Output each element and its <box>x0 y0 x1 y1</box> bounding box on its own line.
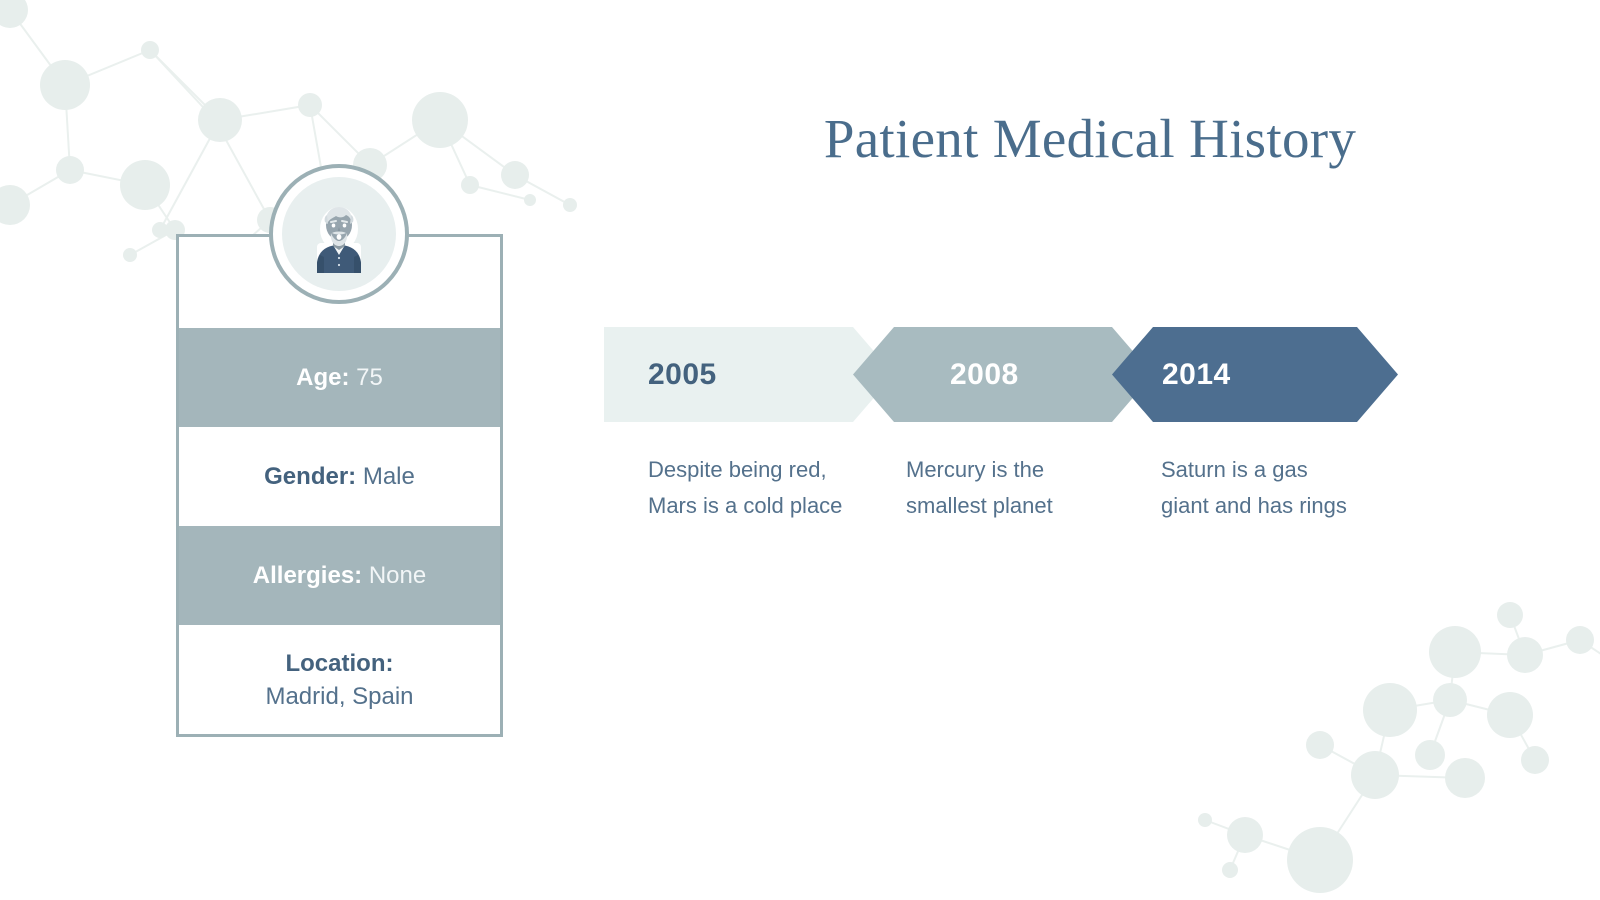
timeline-step-2008[interactable]: 2008 <box>853 327 1153 422</box>
card-row-allergies: Allergies: None <box>179 526 500 625</box>
timeline-description-2005: Despite being red, Mars is a cold place <box>648 457 843 518</box>
timeline-description-2008: Mercury is the smallest planet <box>906 457 1053 518</box>
timeline-description-2014: Saturn is a gas giant and has rings <box>1161 457 1347 518</box>
card-row-age: Age: 75 <box>179 328 500 427</box>
timeline-descriptions: Despite being red, Mars is a cold place … <box>604 452 1424 582</box>
timeline-year-label: 2008 <box>950 357 1019 391</box>
molecule-decoration-bottom-right <box>1198 602 1600 893</box>
page-title: Patient Medical History <box>823 108 1357 169</box>
location-label: Location: <box>285 649 394 677</box>
patient-avatar <box>269 164 409 304</box>
timeline-step-2005[interactable]: 2005 <box>604 327 894 422</box>
gender-value: Male <box>362 463 415 490</box>
patient-info-card: Age: 75 Gender: Male Allergies: None Loc… <box>176 234 503 737</box>
age-label: Age: <box>296 364 350 391</box>
location-value: Madrid, Spain <box>265 682 414 710</box>
card-row-gender: Gender: Male <box>179 427 500 526</box>
timeline-chevrons: 2005 2008 2014 <box>604 327 1398 422</box>
timeline-year-label: 2005 <box>648 357 717 391</box>
timeline-year-label: 2014 <box>1162 357 1231 391</box>
elderly-man-avatar-icon <box>317 207 361 273</box>
allergies-value: None <box>368 562 427 589</box>
timeline-step-2014[interactable]: 2014 <box>1112 327 1398 422</box>
age-value: 75 <box>356 364 383 391</box>
allergies-label: Allergies: <box>252 562 363 589</box>
card-row-location: Location: Madrid, Spain <box>179 625 500 734</box>
gender-label: Gender: <box>264 463 357 490</box>
